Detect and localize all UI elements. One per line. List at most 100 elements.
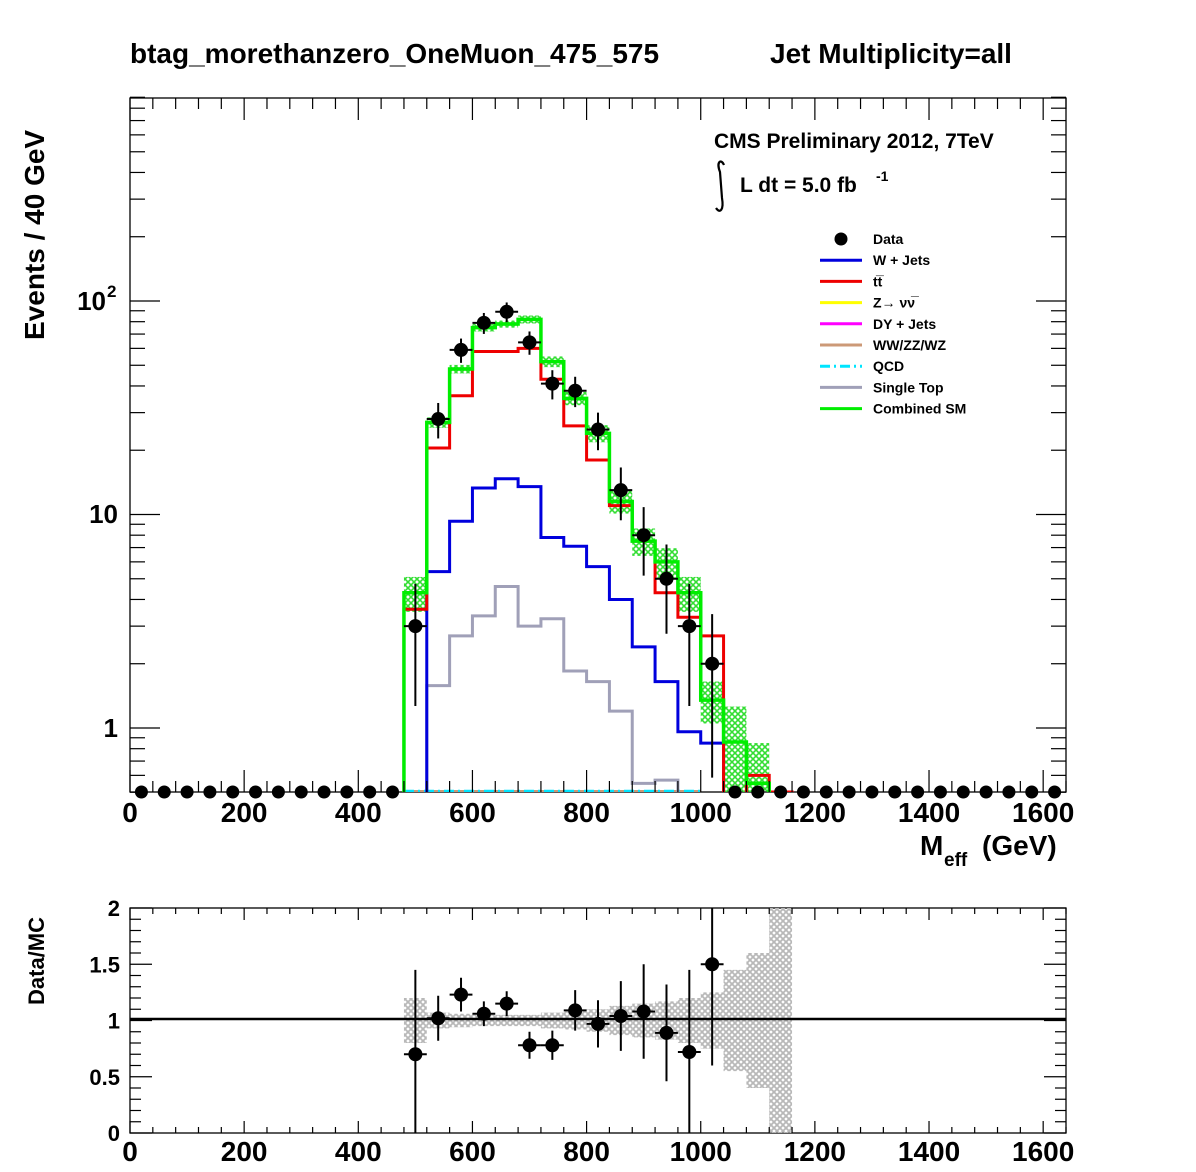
ratio-point (522, 1038, 537, 1053)
legend-label: Z→ νν̅ (873, 295, 919, 311)
x-axis-label: M (920, 830, 943, 861)
integral-icon (715, 160, 726, 212)
ratio-y-axis-label: Data/MC (24, 917, 49, 1005)
data-point-zero (933, 785, 947, 799)
x-tick-label: 800 (563, 797, 610, 828)
data-point (568, 383, 583, 398)
x-tick-label: 1000 (670, 797, 732, 828)
y-tick-1: 1 (104, 713, 118, 743)
main-panel: 0 200 400 600 800 1000 1200 1400 1600 1 10 10 2 … (19, 96, 1074, 871)
w_jets-histogram (425, 477, 726, 792)
x-axis-label-subscript: eff (944, 850, 968, 871)
ratio-x-tick-label: 1600 (1012, 1136, 1074, 1167)
ratio-y-tick-label: 2 (108, 896, 120, 921)
main-x-tick-labels: 0 200 400 600 800 1000 1200 1400 1600 (122, 797, 1074, 828)
ratio-points (403, 908, 724, 1133)
ratio-x-tick-label: 600 (449, 1136, 496, 1167)
data-point-zero (249, 785, 263, 799)
legend-label: W + Jets (873, 252, 930, 268)
y-tick-100: 10 (77, 286, 106, 316)
data-point-zero (842, 785, 856, 799)
data-point (499, 304, 514, 319)
x-tick-label: 600 (449, 797, 496, 828)
data-point-zero (911, 785, 925, 799)
data-point-zero (180, 785, 194, 799)
data-point-zero (728, 785, 742, 799)
data-point (522, 335, 537, 350)
data-point (454, 342, 469, 357)
data-point-zero (796, 785, 810, 799)
band-bin (746, 743, 770, 792)
ratio-y-tick-labels: 0 0.5 1 1.5 2 (89, 896, 120, 1146)
ratio-x-tick-label: 1200 (784, 1136, 846, 1167)
ratio-x-tick-label: 200 (221, 1136, 268, 1167)
data-point-zero (294, 785, 308, 799)
data-point-zero (865, 785, 879, 799)
ratio-y-tick-label: 1.5 (89, 952, 120, 977)
ratio-y-tick-label: 0 (108, 1121, 120, 1146)
ratio-band-bin (449, 1013, 473, 1028)
ratio-x-tick-labels: 0 200 400 600 800 1000 1200 1400 1600 (122, 1136, 1074, 1167)
data-point-zero (979, 785, 993, 799)
ratio-band-bin (540, 1012, 564, 1029)
data-point (636, 528, 651, 543)
data-point-zero (317, 785, 331, 799)
data-point-zero (751, 785, 765, 799)
data-point (682, 619, 697, 634)
data-point (431, 412, 446, 427)
uncertainty-band-ratio (403, 908, 793, 1133)
ratio-point (636, 1004, 651, 1019)
x-tick-label: 200 (221, 797, 268, 828)
legend-label: Combined SM (873, 401, 966, 417)
data-point-zero (340, 785, 354, 799)
data-point-zero (226, 785, 240, 799)
ratio-point (591, 1016, 605, 1031)
ratio-band-bin (769, 908, 793, 1133)
ratio-x-tick-label: 1400 (898, 1136, 960, 1167)
annotation-cms: CMS Preliminary 2012, 7TeV (714, 130, 994, 153)
data-point (591, 422, 605, 437)
ratio-point (476, 1006, 491, 1021)
y-tick-10: 10 (89, 499, 118, 529)
ratio-point (499, 996, 514, 1011)
legend-marker (834, 232, 848, 246)
ratio-point (568, 1003, 583, 1018)
single_top-histogram (425, 585, 680, 792)
data-point-zero (1002, 785, 1016, 799)
chart-subtitle: Jet Multiplicity=all (770, 38, 1012, 69)
ratio-y-tick-label: 1 (108, 1009, 120, 1034)
x-axis-label-unit: (GeV) (982, 830, 1057, 861)
legend-label: Data (873, 231, 904, 247)
ratio-x-tick-label: 0 (122, 1136, 138, 1167)
annotation-lumi: L dt = 5.0 fb (740, 174, 857, 197)
ratio-x-tick-label: 400 (335, 1136, 382, 1167)
x-tick-label: 0 (122, 797, 138, 828)
ratio-point (431, 1011, 446, 1026)
data-point-zero (774, 785, 788, 799)
ratio-band-bin (746, 953, 770, 1088)
ratio-x-tick-label: 800 (563, 1136, 610, 1167)
data-point (408, 619, 423, 634)
data-point (613, 483, 628, 498)
ratio-point (659, 1025, 674, 1040)
y-tick-100-exponent: 2 (107, 282, 116, 301)
mc-histograms (402, 317, 794, 792)
data-points (134, 302, 1062, 799)
annotation-lumi-exponent: -1 (876, 168, 889, 184)
data-point-zero (203, 785, 217, 799)
data-point-zero (956, 785, 970, 799)
ratio-point (682, 1045, 697, 1059)
main-axis-ticks (129, 96, 1067, 793)
legend-label: DY + Jets (873, 316, 936, 332)
data-point (476, 315, 491, 330)
data-point-zero (363, 785, 377, 799)
x-tick-label: 1200 (784, 797, 846, 828)
data-point-zero (819, 785, 833, 799)
ratio-axis-ticks (129, 907, 1067, 1134)
data-point (705, 656, 720, 671)
ratio-band-bin (518, 1014, 541, 1027)
ratio-point (454, 987, 469, 1002)
data-point (545, 376, 560, 391)
legend-label: QCD (873, 358, 904, 374)
